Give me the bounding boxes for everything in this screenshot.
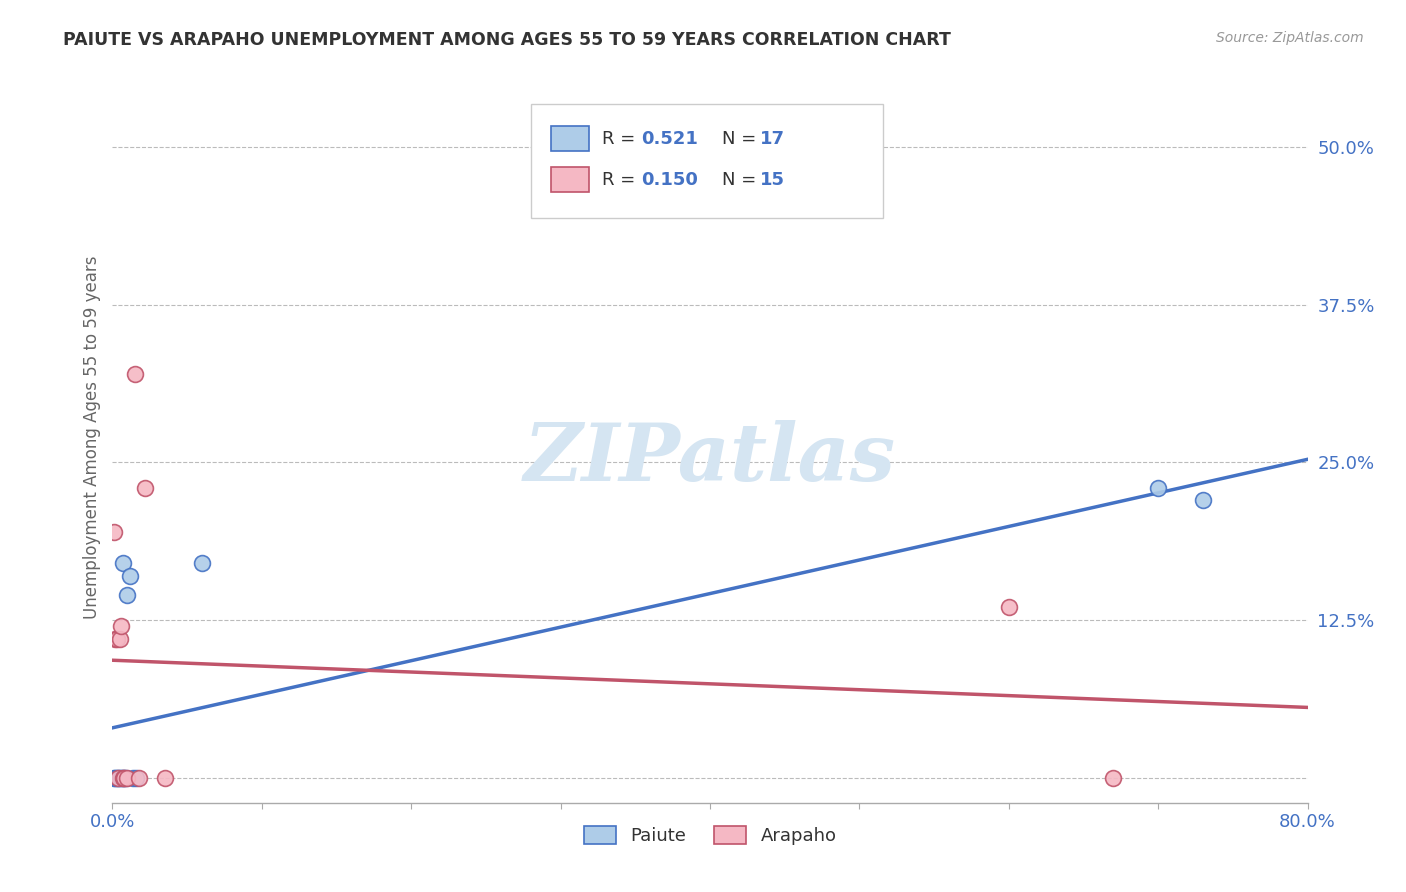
Point bbox=[998, 600, 1021, 615]
Y-axis label: Unemployment Among Ages 55 to 59 years: Unemployment Among Ages 55 to 59 years bbox=[83, 255, 101, 619]
Point bbox=[108, 632, 131, 646]
Point bbox=[1192, 493, 1215, 508]
Text: N =: N = bbox=[723, 170, 762, 188]
Text: 0.521: 0.521 bbox=[641, 129, 697, 148]
Text: R =: R = bbox=[603, 170, 641, 188]
Text: PAIUTE VS ARAPAHO UNEMPLOYMENT AMONG AGES 55 TO 59 YEARS CORRELATION CHART: PAIUTE VS ARAPAHO UNEMPLOYMENT AMONG AGE… bbox=[63, 31, 950, 49]
Point bbox=[104, 771, 127, 785]
Point bbox=[103, 771, 125, 785]
Text: R =: R = bbox=[603, 129, 641, 148]
Text: N =: N = bbox=[723, 129, 762, 148]
Point bbox=[124, 367, 146, 381]
Point bbox=[107, 771, 129, 785]
Point bbox=[125, 771, 148, 785]
Point bbox=[105, 632, 128, 646]
Point bbox=[128, 771, 150, 785]
FancyBboxPatch shape bbox=[531, 104, 883, 218]
Point bbox=[134, 481, 156, 495]
Point bbox=[111, 771, 134, 785]
Point bbox=[114, 771, 135, 785]
Point bbox=[115, 771, 138, 785]
Point bbox=[1147, 481, 1170, 495]
Text: 0.150: 0.150 bbox=[641, 170, 697, 188]
Point bbox=[103, 524, 125, 539]
Point bbox=[120, 569, 142, 583]
Point bbox=[117, 588, 139, 602]
Point bbox=[110, 771, 132, 785]
Text: 17: 17 bbox=[761, 129, 785, 148]
Text: ZIPatlas: ZIPatlas bbox=[524, 420, 896, 498]
Point bbox=[108, 771, 131, 785]
Point bbox=[111, 771, 134, 785]
FancyBboxPatch shape bbox=[551, 126, 589, 152]
Point bbox=[1102, 771, 1125, 785]
Point bbox=[153, 771, 176, 785]
Point bbox=[104, 632, 127, 646]
Point bbox=[105, 771, 128, 785]
Text: 15: 15 bbox=[761, 170, 785, 188]
Point bbox=[111, 556, 134, 570]
Text: Source: ZipAtlas.com: Source: ZipAtlas.com bbox=[1216, 31, 1364, 45]
Point bbox=[114, 771, 135, 785]
Point bbox=[117, 771, 139, 785]
Point bbox=[191, 556, 214, 570]
Point bbox=[122, 771, 145, 785]
Legend: Paiute, Arapaho: Paiute, Arapaho bbox=[576, 819, 844, 852]
Point bbox=[110, 619, 132, 633]
FancyBboxPatch shape bbox=[551, 167, 589, 193]
Point bbox=[107, 771, 129, 785]
